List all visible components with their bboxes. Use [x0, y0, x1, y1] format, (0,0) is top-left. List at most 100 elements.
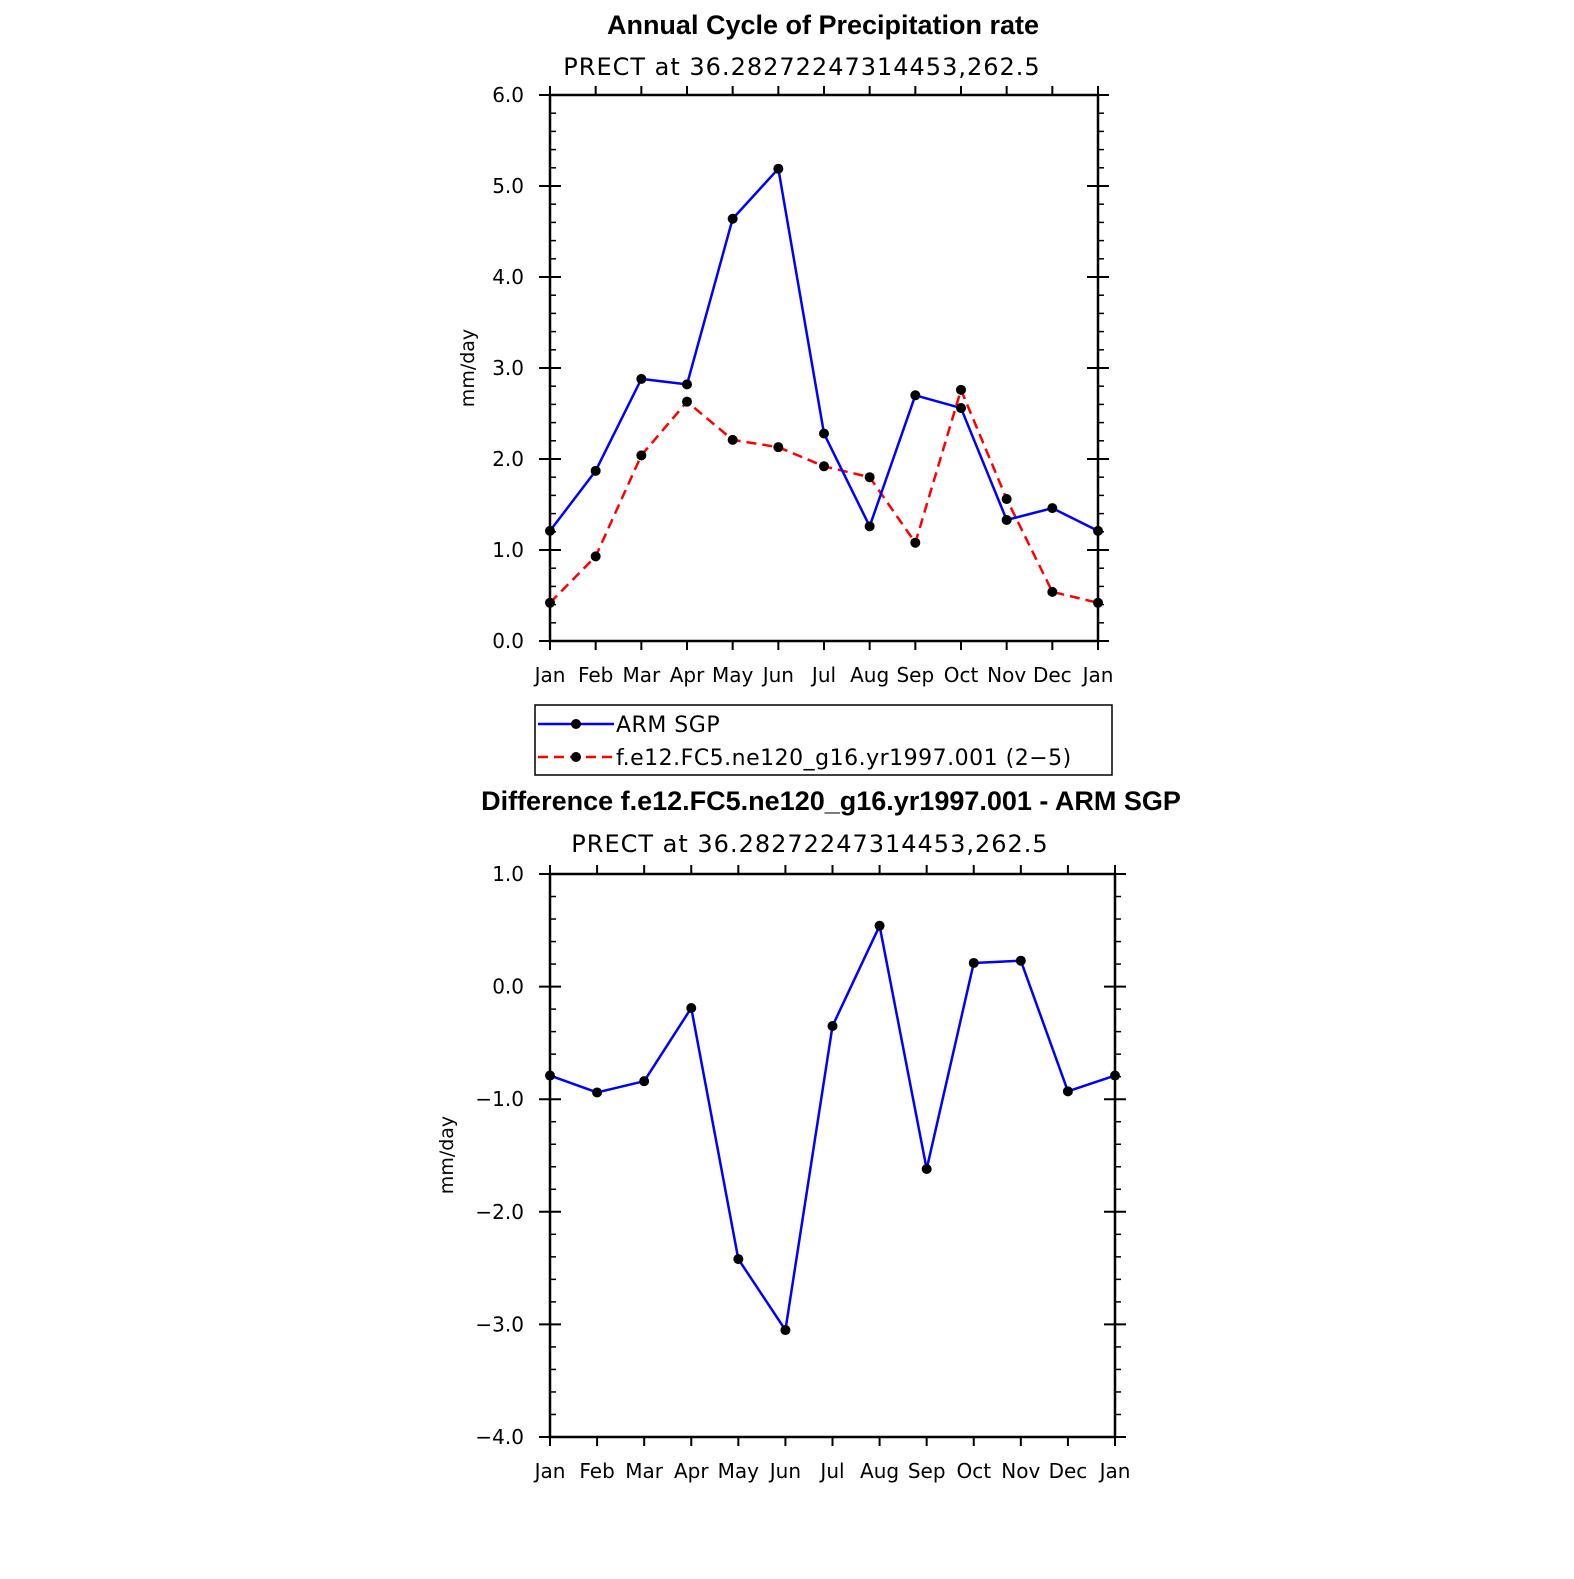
- x-tick-label: May: [718, 1459, 760, 1483]
- x-tick-label: Mar: [625, 1459, 664, 1483]
- series-group: [545, 163, 1103, 608]
- x-tick-label: Apr: [674, 1459, 709, 1483]
- y-tick-label: 2.0: [492, 447, 524, 471]
- x-tick-label: May: [712, 663, 754, 687]
- x-tick-label: Jul: [810, 663, 836, 687]
- data-point: [819, 461, 829, 472]
- data-point: [819, 428, 829, 439]
- y-tick-label: 1.0: [492, 538, 524, 562]
- data-point: [968, 957, 979, 968]
- x-tick-label: Feb: [579, 1459, 614, 1483]
- data-point: [727, 213, 738, 224]
- x-tick-label: Sep: [908, 1459, 946, 1483]
- series-0: [545, 163, 1103, 536]
- data-point: [956, 403, 966, 414]
- data-point: [545, 1070, 555, 1081]
- y-tick-label: 6.0: [492, 83, 524, 107]
- chart-annual-cycle: Annual Cycle of Precipitation rate PRECT…: [457, 10, 1113, 776]
- data-point: [773, 163, 784, 174]
- data-point: [592, 1087, 603, 1098]
- y-axis-label: mm/day: [436, 1116, 458, 1194]
- data-point: [1110, 1070, 1120, 1081]
- legend-marker-model: [571, 752, 581, 762]
- series-1: [545, 384, 1103, 608]
- data-point: [590, 465, 601, 476]
- data-point: [639, 1076, 650, 1087]
- data-point: [1015, 955, 1026, 966]
- y-tick-label: −1.0: [475, 1087, 524, 1111]
- x-tick-label: Oct: [944, 663, 979, 687]
- x-tick-label: Dec: [1033, 663, 1072, 687]
- data-point: [874, 920, 885, 931]
- data-point: [921, 1164, 932, 1175]
- x-tick-label: Jun: [761, 663, 794, 687]
- data-point: [682, 396, 692, 407]
- plot-frame: [548, 93, 1100, 643]
- y-tick-label: −4.0: [475, 1425, 524, 1449]
- y-axis-label: mm/day: [457, 329, 479, 407]
- axes: Jan Feb Mar Apr May Jun Jul Aug Sep Oct Nov Dec Jan−…: [475, 862, 1130, 1483]
- data-point: [780, 1325, 791, 1336]
- legend: ARM SGP f.e12.FC5.ne120_g16.yr1997.001 (…: [534, 704, 1113, 776]
- chart-title: Difference f.e12.FC5.ne120_g16.yr1997.00…: [481, 786, 1181, 816]
- data-point: [733, 1254, 744, 1265]
- x-tick-label: Nov: [987, 663, 1026, 687]
- series-group: [545, 920, 1120, 1336]
- y-tick-label: 1.0: [492, 862, 524, 886]
- data-point: [590, 551, 601, 562]
- x-tick-label: Aug: [850, 663, 889, 687]
- data-point: [1001, 514, 1012, 525]
- data-point: [910, 390, 921, 401]
- plot-frame: [548, 872, 1117, 1439]
- data-point: [545, 597, 555, 608]
- x-tick-label: Sep: [896, 663, 934, 687]
- series-line: [549, 924, 1116, 1332]
- x-tick-label: Jan: [1098, 1459, 1131, 1483]
- data-point: [956, 384, 966, 395]
- y-tick-label: 5.0: [492, 174, 524, 198]
- chart-title: Annual Cycle of Precipitation rate: [607, 10, 1039, 40]
- x-tick-label: Mar: [622, 663, 661, 687]
- x-tick-label: Nov: [1001, 1459, 1040, 1483]
- y-tick-label: 0.0: [492, 975, 524, 999]
- x-tick-label: Jan: [1081, 663, 1114, 687]
- chart-subtitle: PRECT at 36.28272247314453,262.5: [571, 830, 1048, 858]
- y-tick-label: −2.0: [475, 1200, 524, 1224]
- x-tick-label: Jul: [818, 1459, 844, 1483]
- data-point: [682, 379, 692, 390]
- data-point: [636, 450, 647, 461]
- series-line: [549, 388, 1099, 604]
- x-tick-label: Jun: [768, 1459, 801, 1483]
- x-tick-label: Oct: [956, 1459, 991, 1483]
- x-tick-label: Apr: [670, 663, 705, 687]
- data-point: [910, 537, 921, 548]
- data-point: [773, 442, 784, 453]
- axes: Jan Feb Mar Apr May Jun Jul Aug Sep Oct Nov Dec Jan 0…: [492, 83, 1113, 687]
- data-point: [686, 1002, 697, 1013]
- x-tick-label: Jan: [533, 663, 566, 687]
- data-point: [727, 434, 738, 445]
- chart-subtitle: PRECT at 36.28272247314453,262.5: [563, 53, 1040, 81]
- legend-entry-arm-sgp: ARM SGP: [616, 713, 720, 738]
- chart-difference: Difference f.e12.FC5.ne120_g16.yr1997.00…: [436, 786, 1181, 1483]
- y-tick-label: 3.0: [492, 356, 524, 380]
- x-tick-label: Dec: [1049, 1459, 1088, 1483]
- x-tick-label: Aug: [860, 1459, 899, 1483]
- series-0: [545, 920, 1120, 1336]
- y-tick-label: 0.0: [492, 629, 524, 653]
- data-point: [1062, 1086, 1073, 1097]
- data-point: [1047, 503, 1058, 514]
- data-point: [827, 1021, 838, 1032]
- data-point: [864, 472, 875, 483]
- x-tick-label: Feb: [578, 663, 613, 687]
- legend-box: [534, 704, 1113, 776]
- data-point: [1093, 597, 1103, 608]
- data-point: [545, 525, 555, 536]
- y-tick-label: −3.0: [475, 1312, 524, 1336]
- data-point: [864, 521, 875, 532]
- legend-entry-model: f.e12.FC5.ne120_g16.yr1997.001 (2−5): [616, 746, 1072, 771]
- data-point: [1001, 494, 1012, 505]
- data-point: [636, 373, 647, 384]
